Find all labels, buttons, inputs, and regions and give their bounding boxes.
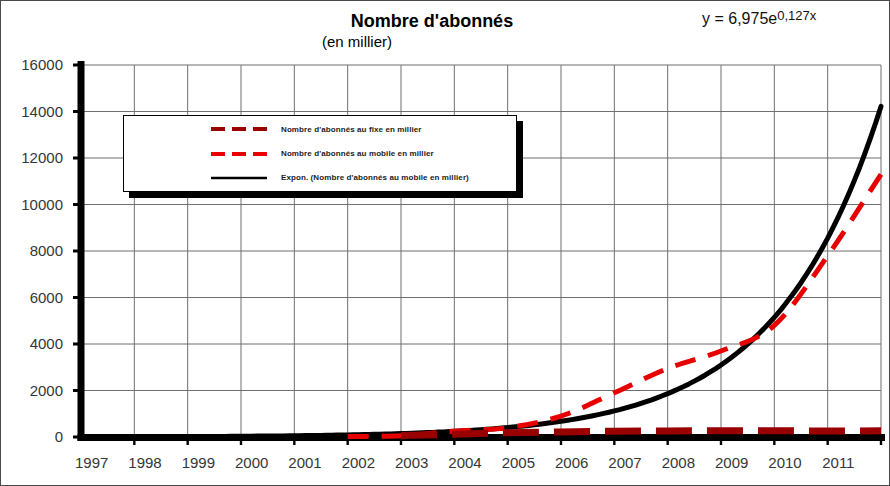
y-tick-label: 8000 (5, 242, 63, 260)
legend-item-mobile[interactable]: Nombre d'abonnés au mobile en millier (124, 143, 516, 165)
equation-base: y = 6,975e (702, 10, 777, 27)
equation-exponent: 0,127x (777, 8, 816, 23)
y-tick-mark (73, 436, 78, 439)
x-tick-mark (826, 441, 828, 445)
y-tick-mark (73, 296, 78, 299)
legend-label-trendline: Expon. (Nombre d'abonnés au mobile en mi… (281, 173, 469, 182)
x-tick-mark (613, 441, 615, 445)
legend-box[interactable]: Nombre d'abonnés au fixe en millier Nomb… (123, 115, 517, 192)
x-tick-label: 1998 (128, 454, 161, 471)
x-tick-mark (186, 441, 188, 445)
chart-subtitle: (en millier) (322, 33, 392, 50)
trendline-equation: y = 6,975e0,127x (702, 8, 816, 28)
x-tick-label: 2003 (395, 454, 428, 471)
y-tick-label: 12000 (5, 149, 63, 167)
y-tick-mark (73, 250, 78, 253)
x-tick-label: 1997 (75, 454, 108, 471)
x-tick-label: 2006 (555, 454, 588, 471)
mobile-dashed-line-icon (210, 149, 268, 159)
y-tick-label: 0 (5, 428, 63, 446)
y-tick-label: 16000 (5, 56, 63, 74)
x-tick-mark (720, 441, 722, 445)
x-tick-mark (773, 441, 775, 445)
legend-label-mobile: Nombre d'abonnés au mobile en millier (281, 149, 434, 158)
legend-item-fixe[interactable]: Nombre d'abonnés au fixe en millier (124, 118, 516, 140)
y-tick-mark (73, 64, 78, 67)
x-tick-label: 2010 (768, 454, 801, 471)
y-tick-mark (73, 343, 78, 346)
y-tick-mark (73, 110, 78, 113)
chart-title: Nombre d'abonnés (351, 11, 513, 32)
y-tick-label: 14000 (5, 103, 63, 121)
x-tick-label: 2001 (288, 454, 321, 471)
x-tick-label: 1999 (182, 454, 215, 471)
x-tick-mark (506, 441, 508, 445)
y-tick-label: 10000 (5, 196, 63, 214)
x-tick-mark (666, 441, 668, 445)
x-tick-mark (293, 441, 295, 445)
x-tick-mark (346, 441, 348, 445)
y-tick-label: 6000 (5, 289, 63, 307)
y-axis (78, 61, 85, 441)
chart-plot-area (1, 1, 890, 486)
y-tick-label: 2000 (5, 382, 63, 400)
x-tick-label: 2008 (662, 454, 695, 471)
chart-window: Nombre d'abonnés (en millier) y = 6,975e… (0, 0, 890, 486)
x-tick-mark (880, 441, 882, 445)
fixe-dashed-line-icon (210, 124, 268, 134)
x-tick-label: 2009 (715, 454, 748, 471)
x-tick-label: 2007 (608, 454, 641, 471)
y-tick-mark (73, 157, 78, 160)
x-tick-label: 2004 (448, 454, 481, 471)
x-tick-mark (560, 441, 562, 445)
y-tick-label: 4000 (5, 335, 63, 353)
x-tick-label: 2002 (342, 454, 375, 471)
x-tick-label: 2005 (502, 454, 535, 471)
x-tick-mark (240, 441, 242, 445)
legend-label-fixe: Nombre d'abonnés au fixe en millier (281, 125, 422, 134)
x-tick-label: 2000 (235, 454, 268, 471)
x-tick-mark (400, 441, 402, 445)
trendline-solid-line-icon (210, 173, 268, 183)
y-tick-mark (73, 389, 78, 392)
legend-item-trendline[interactable]: Expon. (Nombre d'abonnés au mobile en mi… (124, 167, 516, 189)
x-tick-label: 2011 (822, 454, 854, 471)
y-tick-mark (73, 203, 78, 206)
x-tick-mark (133, 441, 135, 445)
x-tick-mark (453, 441, 455, 445)
